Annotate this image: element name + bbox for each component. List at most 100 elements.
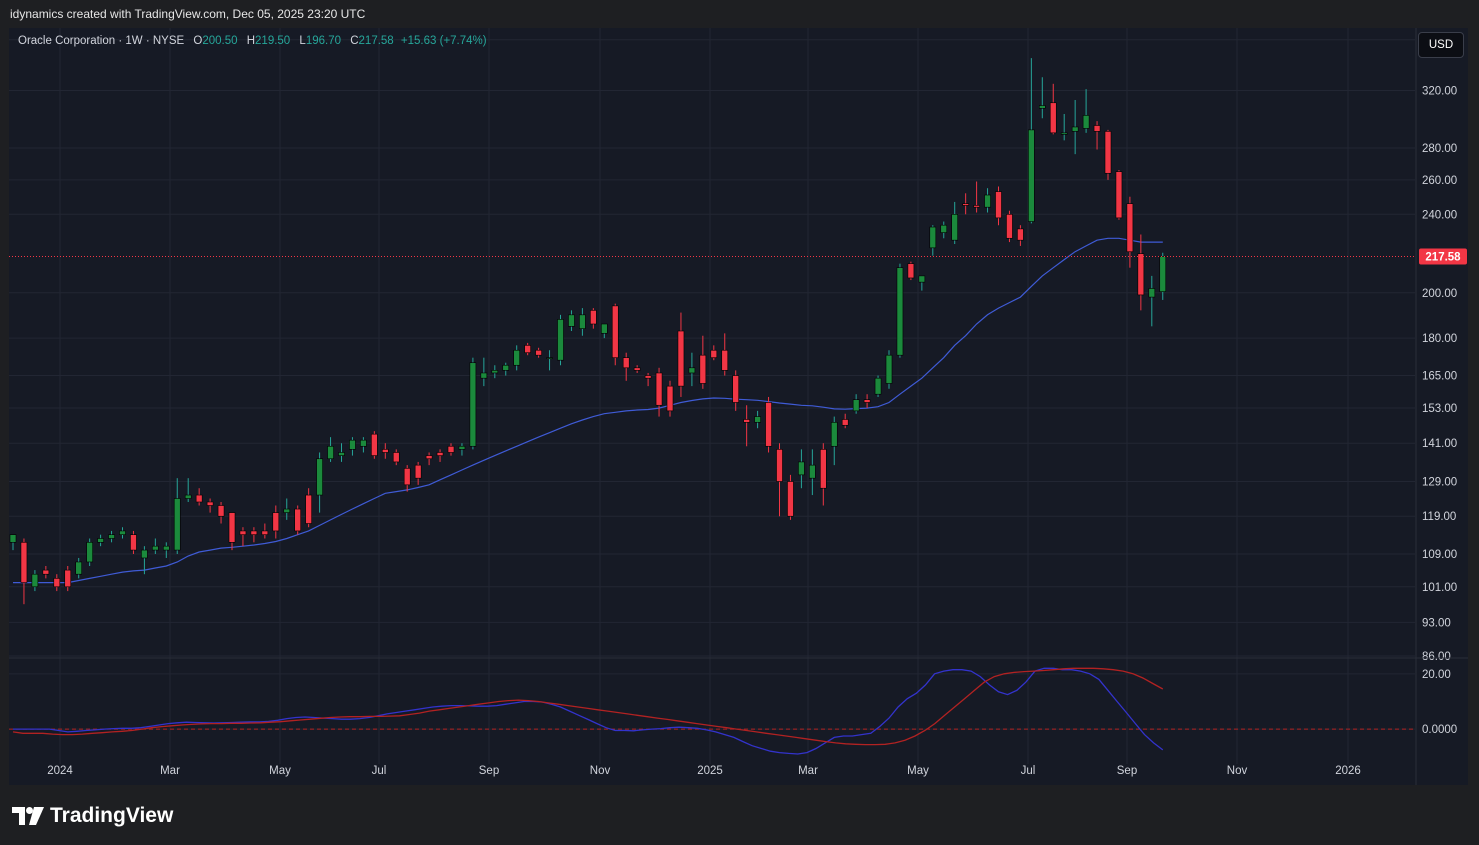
candle-body (644, 375, 652, 379)
candle-up (1082, 89, 1090, 133)
candle-body (1017, 228, 1024, 241)
candle-up (86, 538, 93, 567)
candle-down (622, 352, 630, 381)
candle-body (436, 452, 444, 456)
candle-body (20, 542, 28, 583)
top-bar: idynamics created with TradingView.com, … (0, 0, 1479, 28)
candle-body (173, 498, 181, 551)
candle-body (217, 505, 225, 517)
candle-up (754, 410, 761, 429)
candle-body (338, 452, 345, 456)
candle-body (951, 213, 959, 241)
low-value: 196.70 (305, 35, 342, 47)
candle-body (622, 357, 630, 369)
candle-body (163, 545, 170, 551)
candle-up (1159, 252, 1167, 300)
candle-down (294, 505, 302, 535)
candle-down (962, 193, 969, 215)
candle-body (1159, 256, 1167, 292)
candle-body (305, 494, 312, 524)
last-price-tag (1419, 248, 1467, 265)
change-value: +15.63 (+7.74%) (400, 35, 487, 47)
close-label: C (350, 35, 359, 47)
price-tick-label: 86.00 (1422, 651, 1451, 663)
price-chart-svg[interactable]: 360.00320.00280.00260.00240.00200.00180.… (9, 28, 1468, 785)
candle-body (611, 305, 619, 358)
candle-body (830, 422, 838, 447)
candle-up (152, 538, 159, 554)
candle-down (1093, 121, 1101, 150)
candle-up (579, 308, 586, 336)
candle-body (1093, 125, 1101, 132)
candle-up (360, 437, 367, 453)
x-tick-label: May (907, 765, 929, 777)
candle-body (973, 205, 980, 208)
price-tick-label: 260.00 (1422, 175, 1457, 187)
candle-body (360, 439, 367, 447)
x-tick-label: Nov (590, 765, 611, 777)
candle-down (787, 474, 794, 520)
candle-up (31, 570, 39, 592)
candle-down (1006, 210, 1013, 243)
candle-body (1049, 102, 1057, 134)
price-tick-label: 119.00 (1422, 511, 1456, 523)
candle-body (524, 345, 531, 354)
candle-down (743, 405, 750, 447)
candle-body (316, 458, 323, 496)
chart-frame[interactable]: 360.00320.00280.00260.00240.00200.00180.… (9, 28, 1468, 785)
candle-body (491, 370, 499, 374)
candle-body (469, 362, 477, 447)
ohlc-legend: Oracle Corporation · 1W · NYSE O200.50 H… (18, 35, 487, 47)
candle-up (173, 478, 181, 554)
candle-body (1148, 288, 1156, 298)
open-label: O (193, 35, 203, 47)
candle-down (217, 501, 225, 524)
candle-down (841, 413, 849, 429)
candle-up (141, 546, 148, 575)
brand-name: TradingView (50, 804, 174, 827)
candle-body (841, 419, 849, 426)
candle-body (776, 449, 783, 482)
candle-body (896, 267, 904, 356)
candle-body (228, 512, 236, 543)
tradingview-brand[interactable]: TradingView (12, 804, 173, 828)
candle-down (53, 574, 61, 592)
candle-body (64, 569, 72, 588)
candle-body (261, 530, 269, 535)
symbol-label: Oracle Corporation · 1W · NYSE (18, 35, 185, 47)
candle-up (940, 221, 948, 239)
candle-body (710, 349, 718, 358)
candle-up (9, 534, 17, 551)
candle-body (371, 433, 378, 456)
candle-body (97, 538, 104, 543)
candle-up (896, 263, 904, 358)
candle-down (272, 505, 280, 539)
candle-up (491, 365, 499, 379)
candle-up (469, 357, 477, 450)
candle-body (327, 445, 334, 460)
candle-body (962, 203, 969, 206)
candle-up (874, 375, 882, 397)
price-tick-label: 280.00 (1422, 143, 1457, 155)
candle-body (579, 314, 586, 329)
candle-down (721, 333, 729, 376)
x-tick-label: Sep (1117, 765, 1137, 777)
candle-body (819, 449, 827, 489)
candle-down (130, 530, 137, 554)
osc-series-line (12, 667, 1164, 746)
candle-body (1126, 203, 1134, 253)
candle-down (765, 396, 772, 453)
x-tick-label: 2024 (47, 765, 73, 777)
candle-down (633, 365, 641, 373)
x-tick-label: 2026 (1335, 765, 1361, 777)
candle-body (152, 545, 159, 551)
candle-down (206, 498, 214, 513)
candle-body (732, 375, 740, 403)
candle-down (863, 394, 871, 409)
currency-button[interactable]: USD (1418, 32, 1464, 58)
candle-body (425, 455, 433, 460)
candle-body (349, 439, 356, 450)
candle-body (513, 349, 521, 366)
osc-tick-label: 0.0000 (1422, 724, 1457, 736)
candle-up (316, 452, 323, 513)
